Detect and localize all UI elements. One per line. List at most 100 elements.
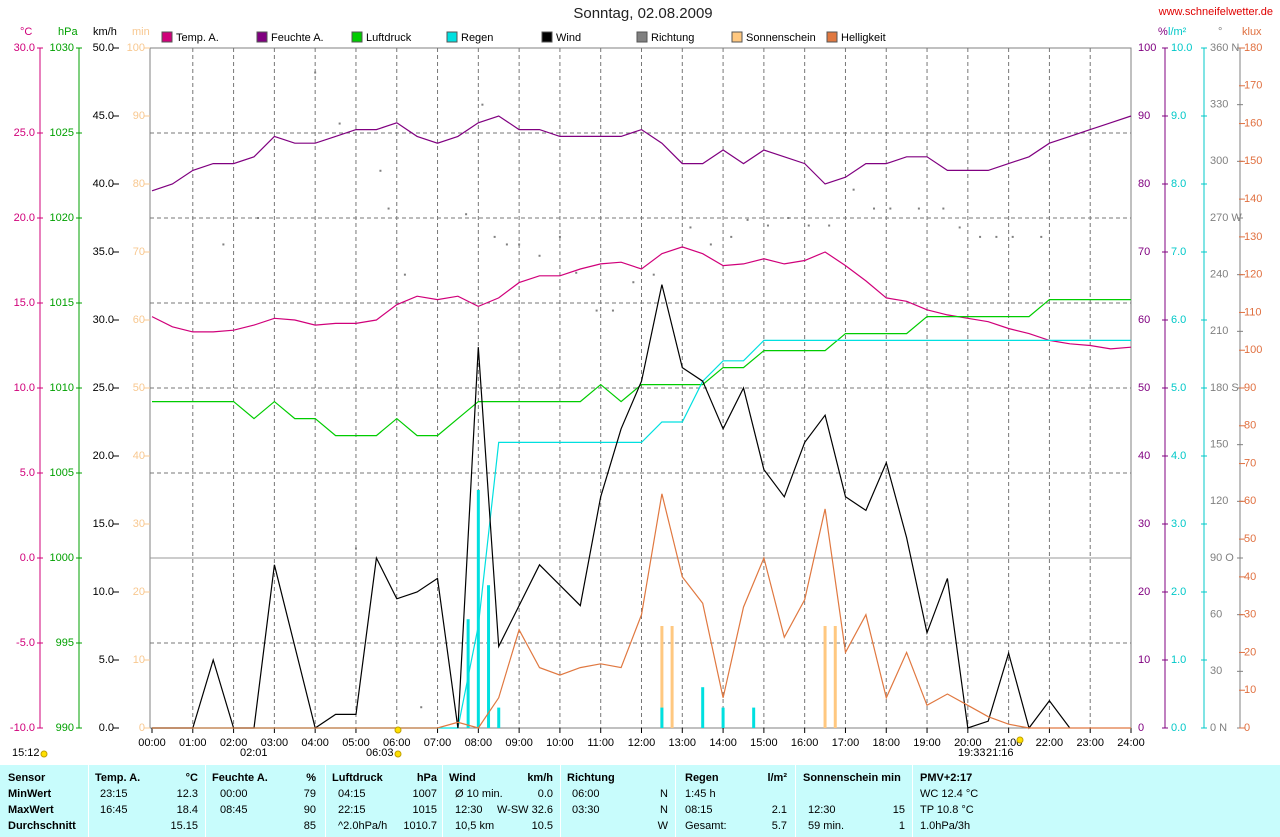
table-cell: % bbox=[306, 772, 316, 784]
y-tick-label: 6.0 bbox=[1171, 314, 1186, 326]
direction-dot bbox=[595, 309, 598, 312]
table-cell: 12:30 bbox=[455, 804, 483, 816]
y-tick-label: 90 bbox=[1244, 382, 1256, 394]
y-tick-label: 40.0 bbox=[93, 178, 114, 190]
y-tick-label: 130 bbox=[1244, 231, 1262, 243]
direction-dot bbox=[652, 273, 655, 276]
legend-swatch bbox=[161, 31, 173, 43]
y-tick-label: 30 bbox=[1210, 665, 1222, 677]
y-tick-label: 100 bbox=[127, 42, 145, 54]
x-tick-label: 21:00 bbox=[995, 737, 1023, 749]
table-cell: 1 bbox=[898, 820, 905, 832]
table-cell: Luftdruck bbox=[332, 772, 383, 784]
y-tick-label: 140 bbox=[1244, 193, 1262, 205]
direction-dot bbox=[314, 71, 317, 74]
direction-dot bbox=[354, 547, 357, 550]
legend-swatch bbox=[826, 31, 838, 43]
y-tick-label: 30.0 bbox=[93, 314, 114, 326]
table-cell: 04:15 bbox=[338, 788, 366, 800]
table-cell: 12:30 bbox=[808, 804, 836, 816]
bar bbox=[721, 707, 725, 728]
direction-dot bbox=[709, 243, 712, 246]
axis-unit: % bbox=[1158, 26, 1168, 38]
table-cell: Durchschnitt bbox=[8, 820, 76, 832]
y-tick-label: 60 bbox=[1210, 609, 1222, 621]
direction-dot bbox=[257, 217, 260, 219]
annotation: 06:03 bbox=[366, 747, 394, 759]
legend-label: Wind bbox=[556, 32, 581, 44]
annotation: 19:33 bbox=[958, 747, 986, 759]
y-tick-label: 90 bbox=[1138, 110, 1150, 122]
table-cell: W-SW 32.6 bbox=[496, 804, 553, 816]
direction-dot bbox=[505, 243, 508, 246]
y-tick-label: 20 bbox=[1138, 586, 1150, 598]
y-tick-label: 30 bbox=[1138, 518, 1150, 530]
axis-unit: klux bbox=[1242, 26, 1262, 38]
separator bbox=[205, 765, 206, 837]
table-cell: °C bbox=[185, 772, 198, 784]
table-cell: 12.3 bbox=[176, 788, 198, 800]
y-tick-label: 995 bbox=[56, 637, 74, 649]
table-cell: 06:00 bbox=[572, 788, 600, 800]
table-cell: 18.4 bbox=[176, 804, 198, 816]
legend-swatch bbox=[636, 31, 648, 43]
axis-unit: km/h bbox=[93, 26, 117, 38]
y-tick-label: 0 bbox=[139, 722, 145, 734]
table-cell: 59 min. bbox=[808, 820, 845, 832]
y-tick-label: 9.0 bbox=[1171, 110, 1186, 122]
y-tick-label: 10.0 bbox=[93, 586, 114, 598]
direction-dot bbox=[387, 207, 390, 210]
table-cell: Temp. A. bbox=[95, 772, 141, 784]
table-cell: Wind bbox=[449, 772, 476, 784]
axis-unit: hPa bbox=[58, 26, 78, 38]
direction-dot bbox=[518, 243, 521, 246]
table-cell: MinWert bbox=[8, 788, 52, 800]
y-tick-label: 15.0 bbox=[93, 518, 114, 530]
table-cell: 90 bbox=[303, 804, 316, 816]
y-tick-label: 990 bbox=[56, 722, 74, 734]
y-tick-label: 80 bbox=[1244, 420, 1256, 432]
y-tick-label: 2.0 bbox=[1171, 586, 1186, 598]
direction-dot bbox=[338, 122, 341, 125]
y-tick-label: 0 bbox=[1244, 722, 1250, 734]
table-cell: l/m² bbox=[767, 772, 787, 784]
table-cell: 5.7 bbox=[771, 820, 787, 832]
x-tick-label: 18:00 bbox=[872, 737, 900, 749]
x-tick-label: 13:00 bbox=[669, 737, 697, 749]
x-tick-label: 06:00 bbox=[383, 737, 411, 749]
direction-dot bbox=[538, 254, 541, 257]
table-cell: WC 12.4 °C bbox=[920, 788, 979, 800]
y-tick-label: 70 bbox=[1138, 246, 1150, 258]
y-tick-label: 1.0 bbox=[1171, 654, 1186, 666]
legend-label: Feuchte A. bbox=[271, 32, 324, 44]
bar bbox=[660, 707, 664, 728]
y-tick-label: 1015 bbox=[50, 297, 74, 309]
direction-dot bbox=[730, 235, 733, 238]
x-tick-label: 16:00 bbox=[791, 737, 819, 749]
bar bbox=[476, 490, 480, 728]
direction-dot bbox=[852, 188, 855, 191]
annotation: 21:16 bbox=[986, 747, 1014, 759]
x-tick-label: 19:00 bbox=[913, 737, 941, 749]
y-tick-label: 30 bbox=[133, 518, 145, 530]
y-tick-label: 80 bbox=[1138, 178, 1150, 190]
y-tick-label: 20 bbox=[133, 586, 145, 598]
y-tick-label: 90 bbox=[133, 110, 145, 122]
x-tick-label: 05:00 bbox=[342, 737, 370, 749]
table-cell: W bbox=[657, 820, 668, 832]
y-tick-label: 180 bbox=[1244, 42, 1262, 54]
direction-dot bbox=[873, 207, 876, 210]
table-cell: 22:15 bbox=[338, 804, 366, 816]
bar bbox=[466, 619, 470, 728]
y-tick-label: 60 bbox=[1138, 314, 1150, 326]
legend-swatch bbox=[446, 31, 458, 43]
bar bbox=[497, 707, 501, 728]
table-cell: N bbox=[660, 788, 668, 800]
y-tick-label: 150 bbox=[1244, 155, 1262, 167]
bar bbox=[670, 626, 674, 728]
y-tick-label: 30 bbox=[1244, 609, 1256, 621]
axis-unit: °C bbox=[20, 26, 32, 38]
table-cell: ^2.0hPa/h bbox=[338, 820, 388, 832]
sun-icon bbox=[40, 750, 48, 758]
